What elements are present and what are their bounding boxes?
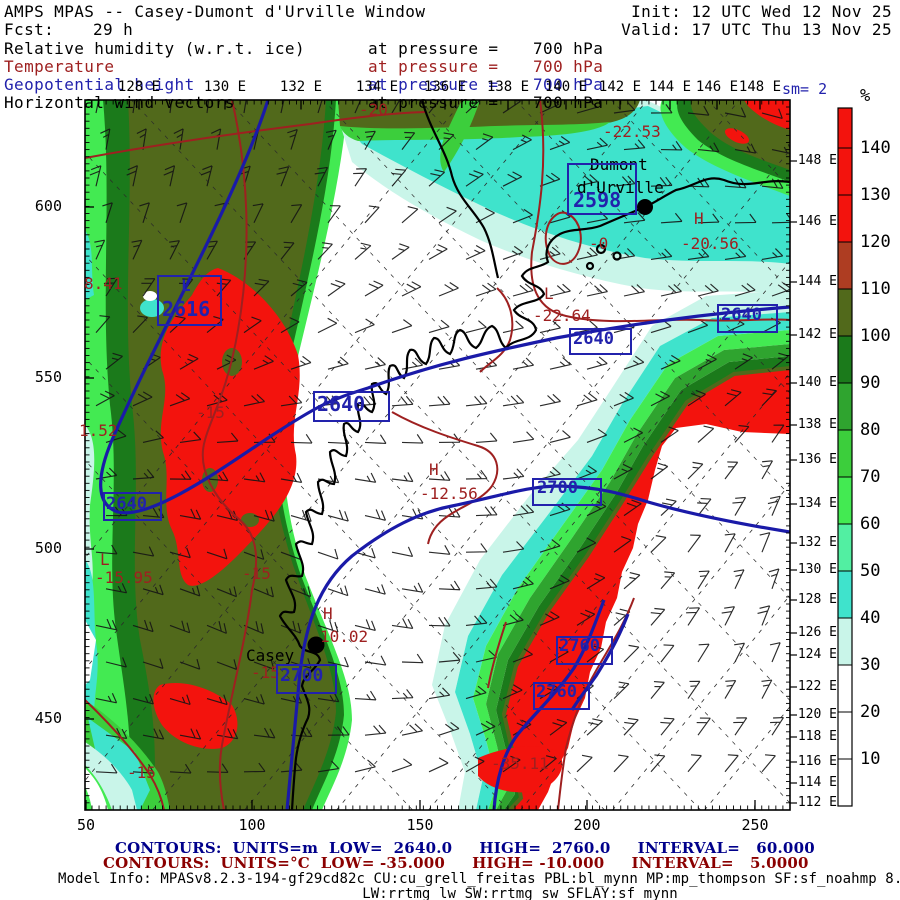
height-contours	[99, 100, 790, 810]
station-dot-casey	[307, 636, 325, 654]
wind-barbs	[89, 100, 790, 774]
coastline	[278, 100, 790, 810]
temperature-contours	[85, 100, 790, 810]
map-clip-group	[85, 100, 790, 810]
graticule-lines	[85, 100, 790, 810]
rh-fill-top-band	[338, 100, 790, 295]
station-dot-dumont	[637, 199, 653, 215]
rh-fill-west-band	[85, 100, 352, 810]
colorbar	[837, 107, 853, 807]
plot-frame	[84, 99, 791, 811]
rh-fill-red-core	[160, 268, 300, 586]
